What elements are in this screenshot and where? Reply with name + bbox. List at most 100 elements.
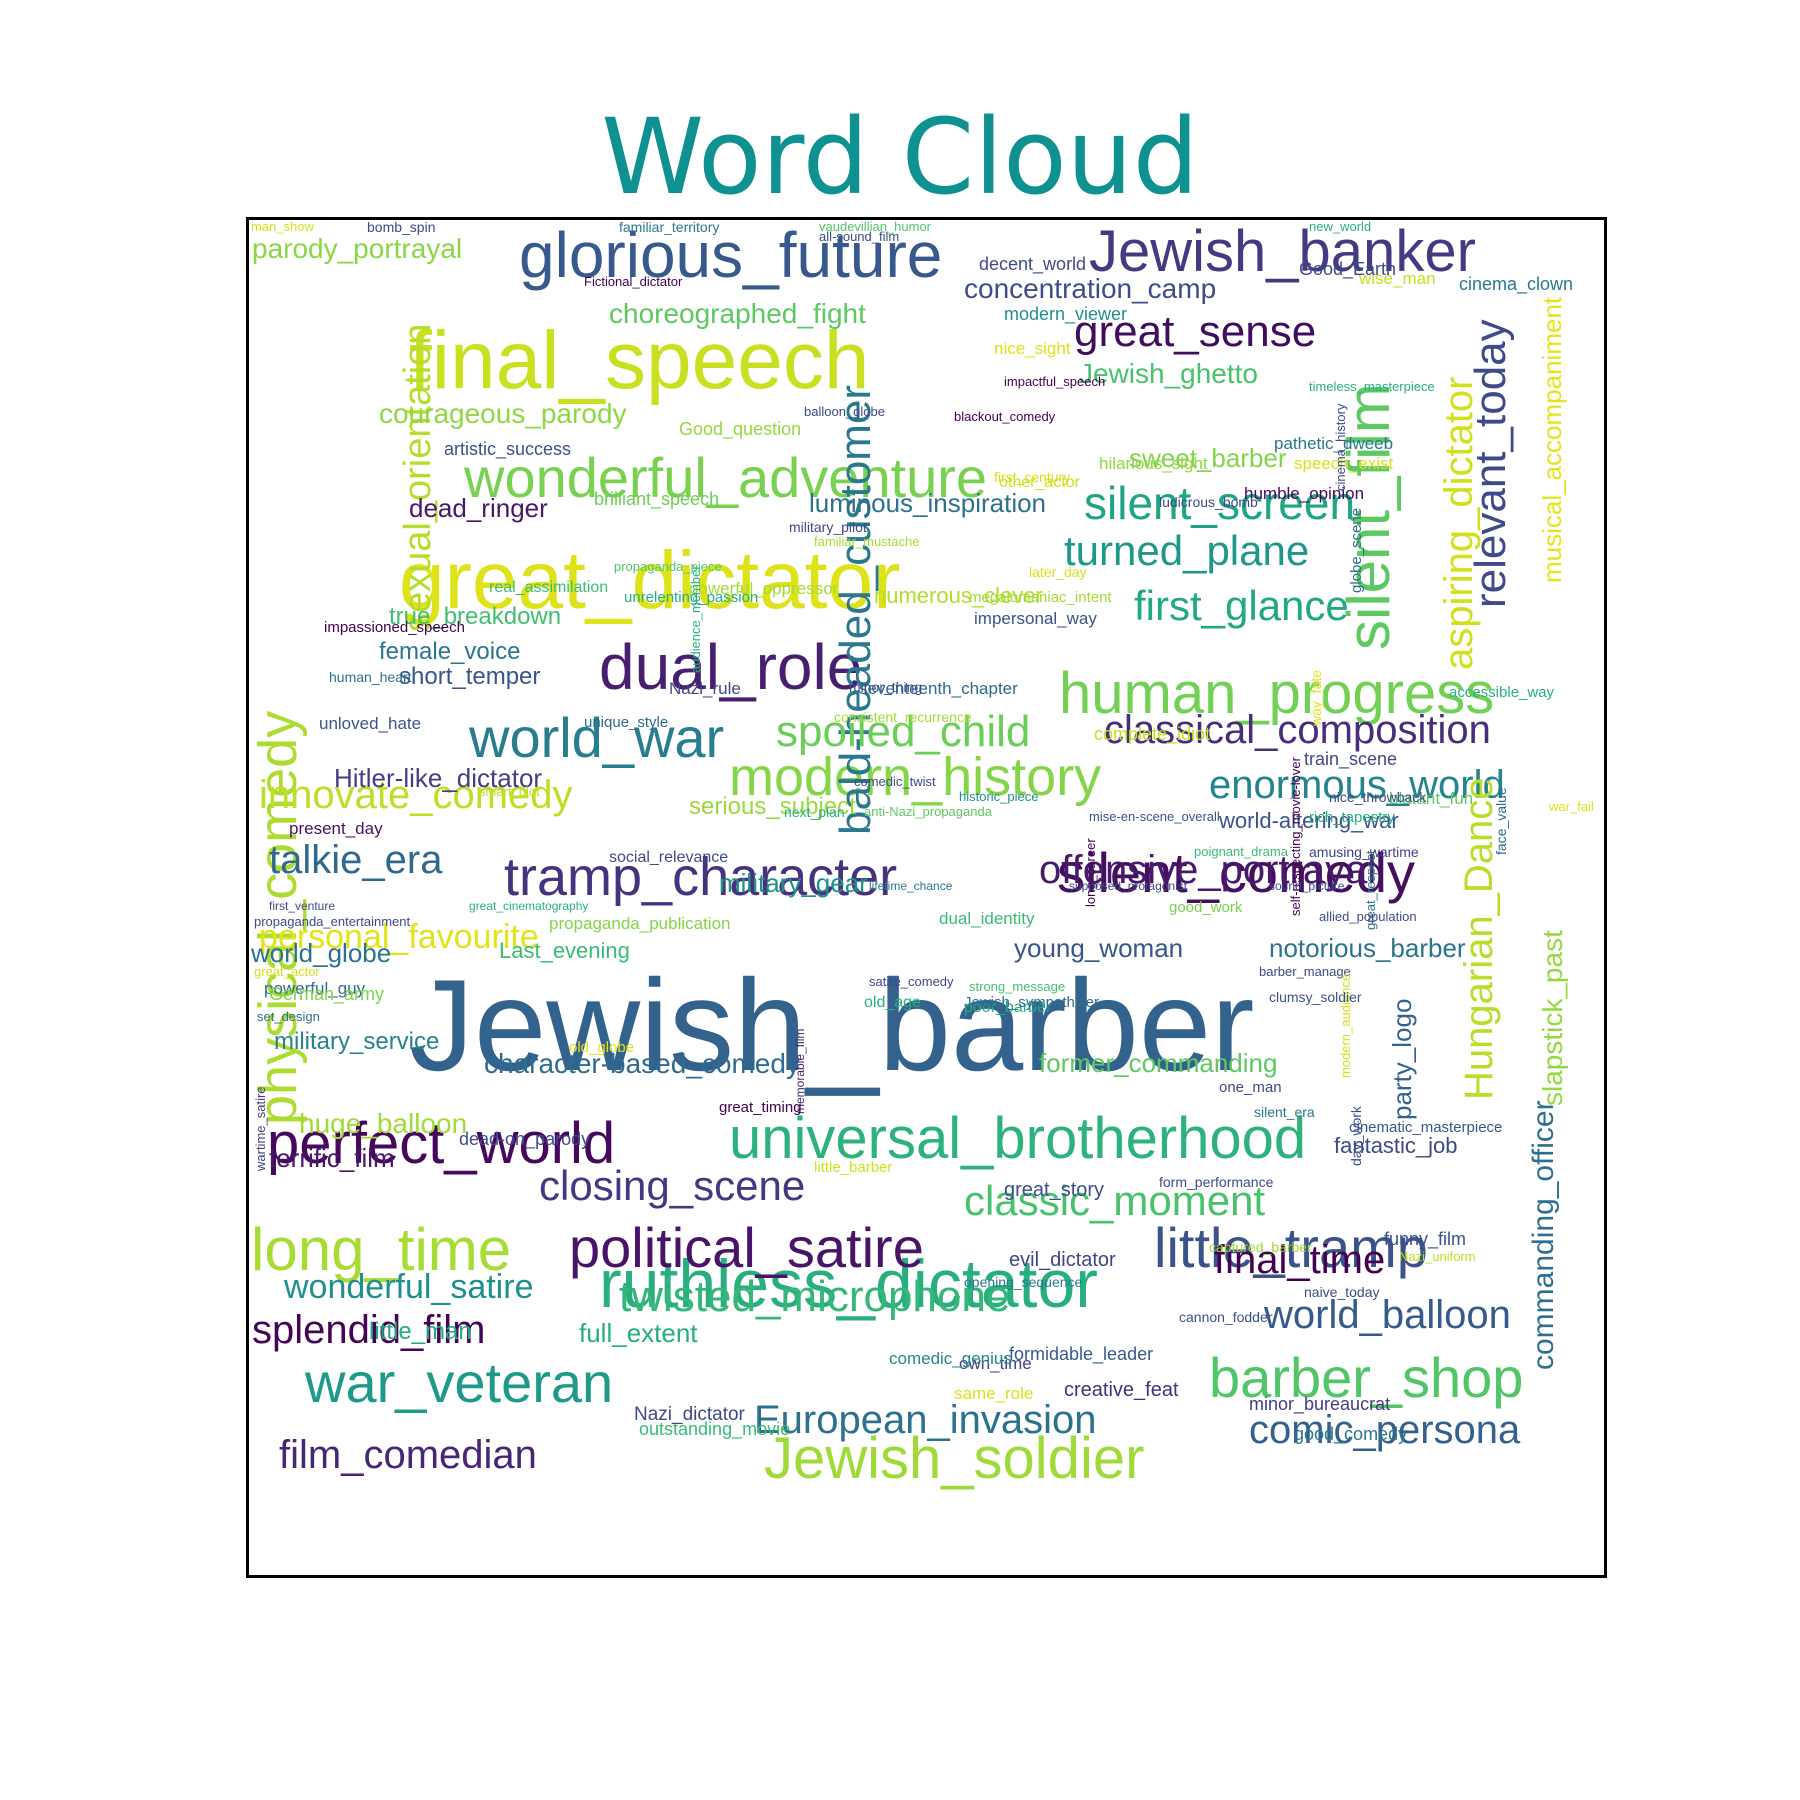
word-50: musical_accompaniment (1537, 296, 1567, 583)
word-148: unique_style (584, 714, 669, 731)
word-47: wonderful_satire (284, 1268, 534, 1306)
word-10: modern_history (729, 747, 1102, 807)
word-58: luminous_inspiration (809, 488, 1047, 518)
word-182: familiar_territory (619, 219, 720, 235)
word-180: man_show (251, 219, 314, 234)
word-135: amusing_wartime (1309, 844, 1419, 860)
word-161: propaganda_entertainment (254, 914, 411, 929)
word-173: day_work (1348, 1106, 1364, 1166)
word-28: sexual_orientation (397, 323, 439, 632)
word-65: short_temper (399, 663, 541, 690)
word-119: globe_scene (1348, 507, 1365, 593)
word-51: personal_favourite (259, 918, 539, 956)
word-110: Nazi_rule (669, 679, 741, 698)
word-105: blatant_fun (1389, 789, 1474, 808)
word-115: dual_identity (939, 909, 1035, 928)
word-154: comedic_twist (854, 774, 936, 789)
word-174: opening_sequence (964, 1274, 1083, 1290)
word-197: sound_picture (1269, 879, 1345, 893)
word-76: full_extent (579, 1318, 698, 1348)
word-102: own_time (959, 1354, 1032, 1373)
word-128: other_actor (999, 474, 1080, 491)
word-155: historic_piece (959, 789, 1039, 804)
word-157: satire_comedy (869, 974, 954, 989)
word-94: evil_dictator (1009, 1249, 1116, 1271)
word-190: blackout_comedy (954, 409, 1056, 424)
word-153: next_plan (784, 804, 845, 820)
word-96: creative_feat (1064, 1379, 1179, 1401)
word-81: great_story (1004, 1179, 1105, 1201)
word-113: complete_idiot (1094, 724, 1211, 744)
word-53: choreographed_fight (609, 298, 866, 329)
word-156: anti-Nazi_propaganda (864, 804, 992, 819)
word-84: brilliant_speech (594, 489, 720, 509)
word-18: Jewish_soldier (764, 1426, 1145, 1491)
word-145: audience_member (688, 564, 703, 673)
word-52: courageous_parody (379, 398, 627, 429)
word-146: human_heart (329, 669, 412, 685)
word-109: speech_exist (1294, 454, 1394, 473)
word-3: glorious_future (519, 219, 943, 291)
word-175: naive_today (1304, 1284, 1380, 1300)
word-27: aspiring_dictator (1437, 376, 1481, 671)
word-2: final_speech (409, 315, 870, 406)
word-132: megalomaniac_intent (969, 589, 1112, 606)
word-24: silent_screen (1084, 477, 1356, 529)
word-43: European_invasion (754, 1398, 1097, 1442)
word-40: classic_moment (964, 1177, 1266, 1224)
word-56: Jewish_ghetto (1079, 358, 1259, 389)
word-130: impassioned_speech (324, 619, 465, 636)
word-106: wise_man (1359, 269, 1436, 288)
word-6: dual_role (599, 631, 863, 703)
word-124: modern_viewer (1004, 304, 1128, 324)
word-185: Fictional_dictator (584, 274, 683, 289)
word-187: impactful_speech (1004, 374, 1106, 389)
word-172: silent_era (1254, 1104, 1315, 1120)
word-48: commanding_officer (1527, 1100, 1560, 1370)
word-112: cinema_clown (1459, 274, 1574, 294)
word-42: world_balloon (1264, 1293, 1511, 1337)
word-92: German_army (269, 984, 385, 1004)
word-100: Nazi_dictator (634, 1404, 745, 1425)
word-116: propaganda_publication (549, 914, 731, 933)
word-80: fantastic_job (1334, 1133, 1458, 1158)
word-123: cinematic_masterpiece (1349, 1119, 1503, 1136)
word-162: set_design (257, 1009, 320, 1024)
word-21: bald-headed_customer (831, 384, 880, 835)
word-59: dead_ringer (409, 493, 548, 523)
word-136: nice_throwback (1329, 789, 1427, 805)
word-168: clumsy_soldier (1269, 989, 1362, 1005)
word-8: universal_brotherhood (729, 1106, 1307, 1171)
word-1: great_dictator (399, 535, 901, 626)
word-158: strong_message (969, 979, 1066, 994)
word-cloud-frame: Jewish_barber great_dictator final_speech g… (246, 217, 1607, 1578)
word-41: final_time (1214, 1238, 1386, 1282)
word-78: party_logo (1387, 998, 1417, 1120)
word-193: ludicrous_bomb (1159, 494, 1258, 510)
word-142: later_day (1029, 564, 1087, 580)
word-17: barber_shop (1209, 1346, 1524, 1409)
word-64: female_voice (379, 638, 521, 665)
word-79: Last_evening (499, 938, 630, 963)
word-44: comic_persona (1249, 1408, 1521, 1452)
word-57: sweet_barber (1129, 443, 1287, 473)
word-25: great_sense (1074, 307, 1317, 356)
word-121: Jewish_sympathizer (964, 994, 1100, 1011)
word-20: world_war (469, 706, 725, 769)
word-98: good_comedy (1294, 1424, 1408, 1444)
word-195: lifetime_chance (869, 879, 953, 893)
word-34: innovate_comedy (259, 773, 573, 817)
word-196: supposed_protagonist (1069, 879, 1188, 893)
word-120: old_globe (569, 1039, 635, 1056)
word-159: barber_manage (1259, 964, 1351, 979)
word-108: pathetic_dweeb (1274, 434, 1394, 453)
word-127: hilarious_sight (1099, 454, 1208, 473)
word-88: impersonal_way (974, 609, 1097, 628)
word-46: splendid_film (252, 1308, 486, 1352)
word-176: cannon_fodder (1179, 1309, 1273, 1325)
word-12: silent_comedy (1057, 841, 1415, 904)
word-160: war_fail (1549, 799, 1594, 814)
word-122: little_barber (814, 1159, 893, 1176)
word-33: first_glance (1134, 582, 1349, 629)
word-70: world-altering_war (1219, 808, 1399, 833)
